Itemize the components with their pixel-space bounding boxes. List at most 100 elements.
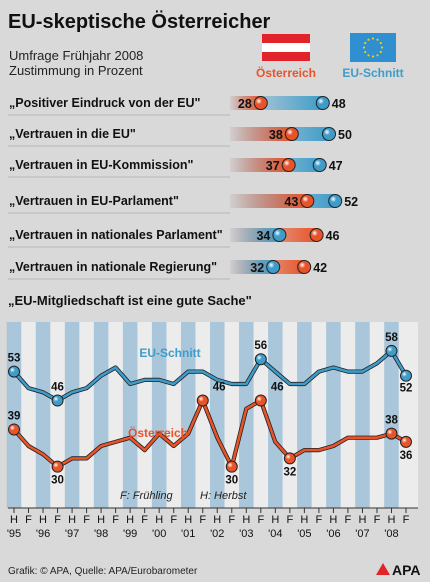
apa-logo: APA (376, 562, 421, 578)
line-chart-title: „EU-Mitgliedschaft ist eine gute Sache" (8, 293, 252, 308)
eu-value-label: 47 (329, 159, 343, 173)
bar-row-trust-eu: „Vertrauen in die EU" 38 50 (8, 127, 352, 147)
eu-marker (312, 158, 327, 172)
x-tick-label: F (141, 514, 148, 526)
data-point-marker (254, 353, 267, 366)
bar-row-trust-national-parliament: „Vertrauen in nationales Parlament" 46 34 (8, 228, 340, 248)
autumn-band (326, 322, 341, 508)
bar-label: „Vertrauen in EU-Parlament" (9, 194, 179, 208)
bar-label: „Vertrauen in nationale Regierung" (9, 260, 217, 274)
year-label: '95 (7, 528, 21, 540)
eu-star-icon (376, 38, 379, 41)
autumn-band (268, 322, 283, 508)
autumn-band (384, 322, 399, 508)
austria-bar (230, 158, 289, 172)
austria-flag-icon (262, 34, 310, 61)
data-point-marker (385, 427, 398, 440)
autumn-band (35, 322, 51, 508)
year-label: '07 (355, 528, 369, 540)
x-tick-label: F (286, 514, 293, 526)
austria-value-label: 28 (238, 97, 252, 111)
x-tick-label: F (199, 514, 206, 526)
x-tick-label: H (300, 514, 308, 526)
austria-value-label: 37 (266, 159, 280, 173)
x-tick-label: F (374, 514, 381, 526)
autumn-band (122, 322, 138, 508)
data-point-label: 56 (254, 340, 267, 352)
austria-marker (300, 194, 315, 208)
year-label: '01 (181, 528, 195, 540)
data-point-marker (8, 423, 20, 436)
autumn-band (151, 322, 167, 508)
data-point-label: 53 (8, 353, 21, 365)
eu-star-icon (380, 46, 384, 49)
data-point-label: 39 (8, 410, 21, 422)
x-tick-label: H (271, 514, 279, 526)
series-line (13, 399, 407, 468)
x-tick-label: F (257, 514, 264, 526)
austria-value-label: 43 (284, 195, 298, 209)
eu-star-icon (367, 54, 370, 57)
year-label: '06 (326, 528, 340, 540)
austria-marker (253, 96, 268, 110)
x-tick-label: H (329, 514, 337, 526)
x-tick-label: H (10, 514, 18, 526)
year-label: '96 (36, 528, 50, 540)
data-point-marker (51, 460, 64, 473)
data-point-label: 46 (271, 382, 284, 394)
x-tick-label: F (83, 514, 90, 526)
bar-label: „Vertrauen in die EU" (9, 127, 136, 141)
x-tick-label: F (228, 514, 235, 526)
note-autumn: H: Herbst (200, 490, 247, 502)
x-tick-label: F (54, 514, 61, 526)
data-point-label: 30 (51, 475, 64, 487)
data-point-label: 32 (283, 466, 296, 478)
autumn-band (64, 322, 80, 508)
apa-logo-text: APA (392, 562, 421, 578)
x-tick-label: F (170, 514, 177, 526)
eu-star-icon (376, 54, 379, 57)
source-credit: Grafik: © APA, Quelle: APA/Eurobarometer (8, 566, 198, 577)
x-tick-label: H (213, 514, 221, 526)
x-tick-label: H (126, 514, 134, 526)
austria-bar (230, 96, 261, 110)
austria-value-label: 46 (326, 229, 340, 243)
trust-bar-chart: „Positiver Eindruck von der EU" 28 48 „Vert… (8, 96, 358, 280)
austria-marker (284, 127, 299, 141)
austria-marker (297, 260, 312, 274)
year-label: '04 (268, 528, 282, 540)
data-point-marker (225, 460, 238, 473)
year-label: '97 (65, 528, 79, 540)
series-label-eu: EU-Schnitt (139, 346, 200, 360)
data-point-marker (283, 452, 296, 465)
eu-star-icon (371, 37, 375, 40)
data-point-marker (400, 369, 412, 382)
x-tick-label: H (184, 514, 192, 526)
bar-row-trust-commission: „Vertrauen in EU-Kommission" 37 47 (8, 158, 343, 178)
bar-row-positive-impression: „Positiver Eindruck von der EU" 28 48 (8, 96, 346, 116)
eu-marker (328, 194, 343, 208)
eu-value-label: 32 (250, 261, 264, 275)
austria-value-label: 38 (269, 128, 283, 142)
bar-label: „Vertrauen in nationales Parlament" (9, 228, 223, 242)
x-tick-label: F (345, 514, 352, 526)
data-point-label: 58 (385, 332, 398, 344)
data-point-label: 30 (225, 475, 238, 487)
data-point-label: 46 (51, 382, 64, 394)
x-tick-label: H (242, 514, 250, 526)
autumn-band (93, 322, 109, 508)
membership-line-chart: H F H F H F H F H F H F H F H F H F H F H F H F H F H F'95'96'97'98… (6, 322, 418, 540)
page-title: EU-skeptische Österreicher (8, 10, 271, 33)
eu-marker (322, 127, 336, 141)
eu-value-label: 48 (332, 97, 346, 111)
eu-star-icon (364, 50, 367, 54)
x-tick-label: H (97, 514, 105, 526)
x-tick-label: H (358, 514, 366, 526)
legend-austria: Österreich (256, 65, 316, 80)
bar-label: „Positiver Eindruck von der EU" (9, 96, 200, 110)
subtitle-survey: Umfrage Frühjahr 2008 (9, 48, 143, 63)
austria-marker (281, 158, 296, 172)
data-point-marker (385, 344, 398, 357)
x-tick-label: H (39, 514, 47, 526)
